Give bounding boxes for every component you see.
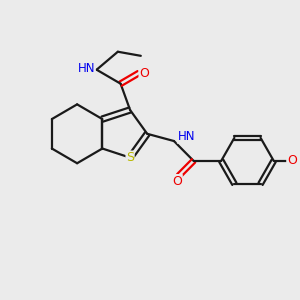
Text: HN: HN xyxy=(178,130,195,143)
Text: O: O xyxy=(287,154,297,167)
Text: O: O xyxy=(172,175,182,188)
Text: HN: HN xyxy=(78,62,95,75)
Text: O: O xyxy=(139,67,149,80)
Text: S: S xyxy=(126,151,134,164)
